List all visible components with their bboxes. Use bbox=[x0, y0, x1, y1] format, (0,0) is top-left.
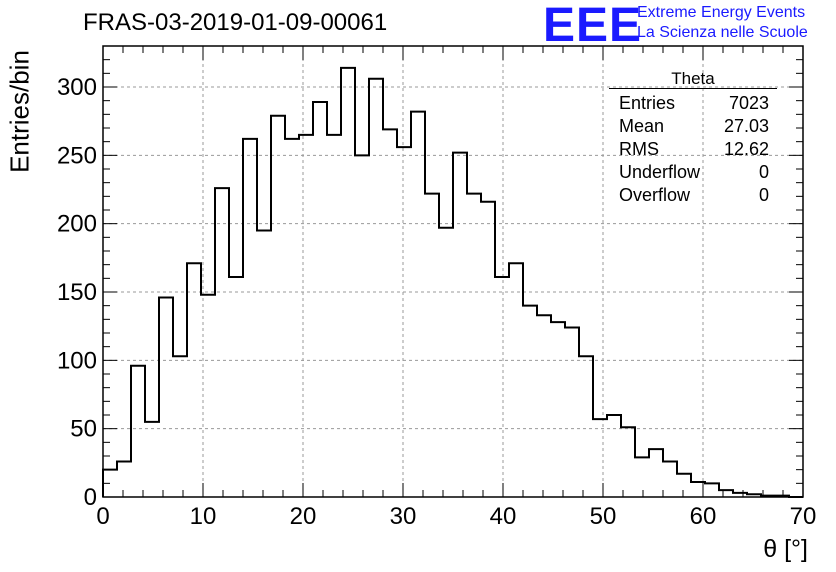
axis-ticks bbox=[102, 45, 804, 498]
y-tick-label: 200 bbox=[57, 211, 97, 238]
plot-frame bbox=[102, 45, 804, 498]
stats-label: Mean bbox=[619, 116, 665, 136]
stats-row: Underflow 0 bbox=[609, 161, 777, 184]
x-tick-label: 70 bbox=[790, 503, 817, 530]
stats-title: Theta bbox=[609, 70, 777, 89]
stats-value: 27.03 bbox=[723, 116, 769, 136]
stats-value: 0 bbox=[758, 162, 769, 182]
stats-value: 0 bbox=[758, 185, 769, 205]
eee-logo: EEE bbox=[543, 0, 643, 52]
x-tick-label: 50 bbox=[590, 503, 617, 530]
stats-row: Mean 27.03 bbox=[609, 115, 777, 138]
stats-row: RMS 12.62 bbox=[609, 138, 777, 161]
stats-label: Underflow bbox=[619, 162, 701, 182]
y-tick-label: 100 bbox=[57, 347, 97, 374]
y-axis-label: Entries/bin bbox=[4, 50, 35, 173]
logo-line-1: Extreme Energy Events bbox=[637, 4, 806, 21]
x-tick-label: 0 bbox=[96, 503, 109, 530]
run-title: FRAS-03-2019-01-09-00061 bbox=[83, 9, 388, 36]
stats-value: 7023 bbox=[728, 93, 769, 113]
x-tick-label: 30 bbox=[390, 503, 417, 530]
stats-row: Overflow 0 bbox=[609, 184, 777, 207]
y-tick-label: 0 bbox=[84, 484, 97, 511]
logo-line-2: La Scienza nelle Scuole bbox=[637, 24, 808, 41]
x-axis-label: θ [°] bbox=[763, 535, 808, 563]
x-tick-labels: 0 10 20 30 40 50 60 70 bbox=[96, 503, 816, 530]
histogram-series bbox=[102, 66, 803, 498]
y-tick-label: 250 bbox=[57, 142, 97, 169]
y-tick-labels: 0 50 100 150 200 250 300 bbox=[57, 74, 97, 511]
stats-value: 12.62 bbox=[723, 139, 769, 159]
stats-label: Entries bbox=[619, 93, 676, 113]
stats-box: Theta Entries 7023 Mean 27.03 RMS 12.62 Und… bbox=[609, 70, 777, 207]
y-tick-label: 150 bbox=[57, 279, 97, 306]
stats-row: Entries 7023 bbox=[609, 92, 777, 115]
x-tick-label: 60 bbox=[690, 503, 717, 530]
stats-label: Overflow bbox=[619, 185, 691, 205]
stats-label: RMS bbox=[619, 139, 659, 159]
x-tick-label: 20 bbox=[290, 503, 317, 530]
x-tick-label: 10 bbox=[190, 503, 217, 530]
x-tick-label: 40 bbox=[490, 503, 517, 530]
y-tick-label: 300 bbox=[57, 74, 97, 101]
y-tick-label: 50 bbox=[70, 416, 97, 443]
